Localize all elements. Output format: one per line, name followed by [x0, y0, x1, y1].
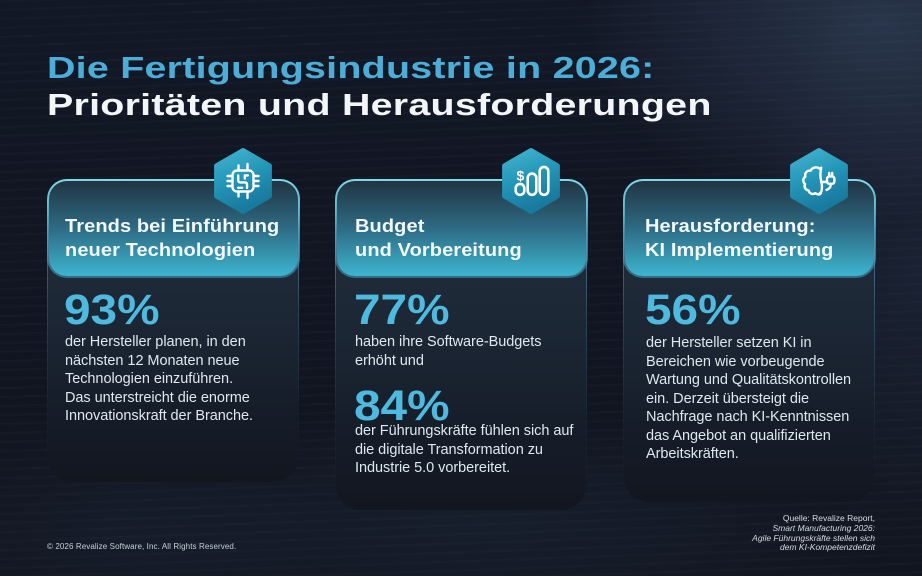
svg-text:$: $ — [517, 167, 525, 183]
